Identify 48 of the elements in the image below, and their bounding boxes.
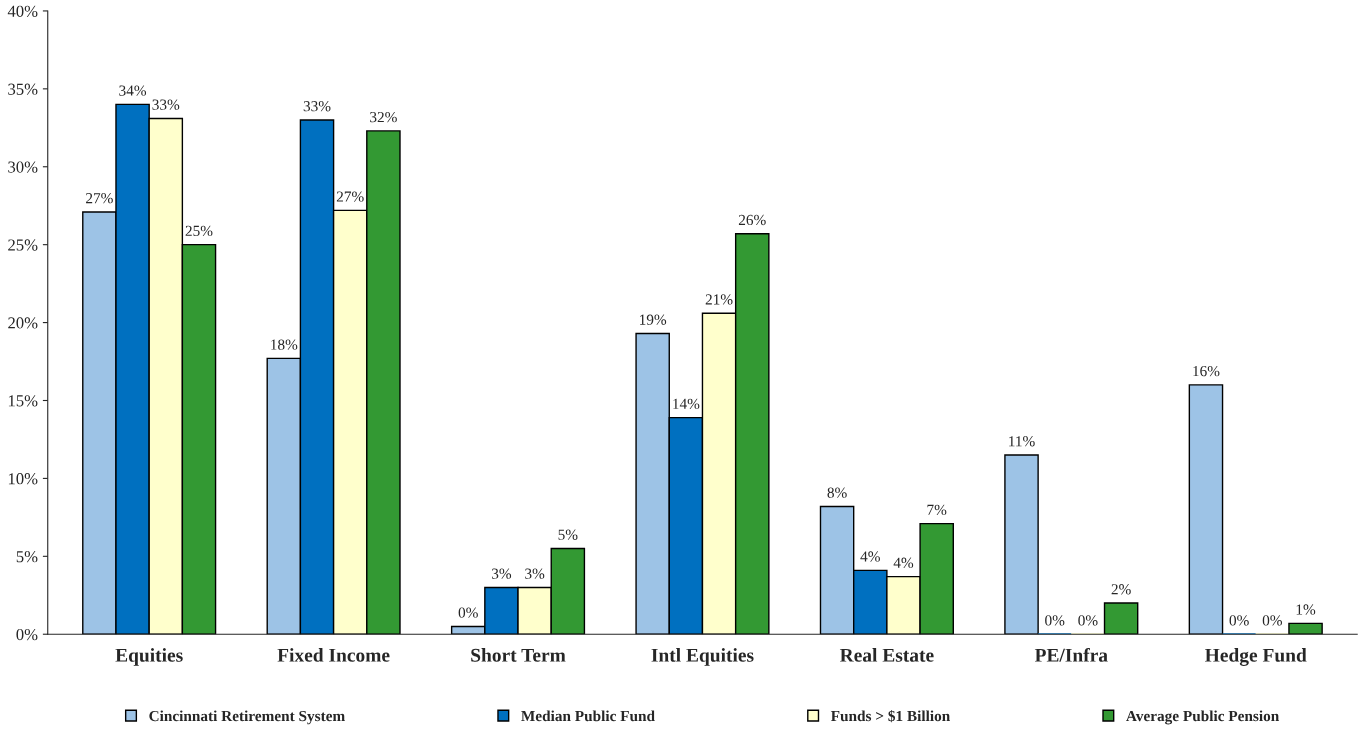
data-label: 0% xyxy=(1045,615,1065,626)
legend-label: Median Public Fund xyxy=(521,710,655,722)
data-label: 5% xyxy=(558,529,578,540)
data-label: 33% xyxy=(152,99,180,110)
y-tick-label: 30% xyxy=(8,161,38,173)
y-tick-label: 0% xyxy=(16,628,38,641)
y-tick-label: 15% xyxy=(8,395,38,407)
data-label: 18% xyxy=(271,339,298,350)
legend-label: Cincinnati Retirement System xyxy=(149,710,345,725)
data-label: 3% xyxy=(491,568,512,579)
data-label: 0% xyxy=(1262,615,1283,626)
x-tick-label: Hedge Fund xyxy=(1205,648,1307,666)
data-label: 34% xyxy=(119,85,147,96)
data-label: 3% xyxy=(525,568,545,579)
data-label: 21% xyxy=(705,294,733,305)
data-label: 1% xyxy=(1296,604,1316,615)
data-label: 32% xyxy=(370,111,397,123)
x-tick-label: Intl Equities xyxy=(651,648,754,666)
data-label: 7% xyxy=(927,504,947,515)
data-label: 26% xyxy=(738,214,766,226)
data-label: 33% xyxy=(303,101,331,112)
y-tick-label: 20% xyxy=(8,317,38,329)
x-tick-label: Fixed Income xyxy=(277,648,390,662)
data-label: 2% xyxy=(1111,584,1131,595)
data-label: 27% xyxy=(336,191,364,202)
y-tick-label: 10% xyxy=(8,473,38,485)
legend-label: Funds > $1 Billion xyxy=(830,709,950,723)
data-label: 27% xyxy=(86,192,113,204)
legend-label: Average Public Pension xyxy=(1126,710,1280,725)
x-tick-label: PE/Infra xyxy=(1034,647,1108,662)
data-label: 14% xyxy=(673,398,700,410)
y-tick-label: 35% xyxy=(8,83,38,95)
data-label: 25% xyxy=(185,225,213,237)
data-label: 0% xyxy=(458,607,478,618)
y-tick-label: 5% xyxy=(16,551,38,563)
y-tick-label: 25% xyxy=(8,239,38,251)
x-tick-label: Short Term xyxy=(471,648,566,662)
y-tick-label: 40% xyxy=(7,5,38,17)
data-label: 4% xyxy=(860,551,880,562)
data-label: 0% xyxy=(1229,615,1249,626)
data-label: 16% xyxy=(1193,365,1220,377)
data-label: 8% xyxy=(827,487,847,498)
data-label: 11% xyxy=(1009,436,1035,447)
data-label: 19% xyxy=(640,314,667,325)
x-tick-label: Equities xyxy=(115,648,183,666)
data-label: 4% xyxy=(893,557,914,568)
x-tick-label: Real Estate xyxy=(839,648,934,662)
data-label: 0% xyxy=(1078,615,1098,626)
